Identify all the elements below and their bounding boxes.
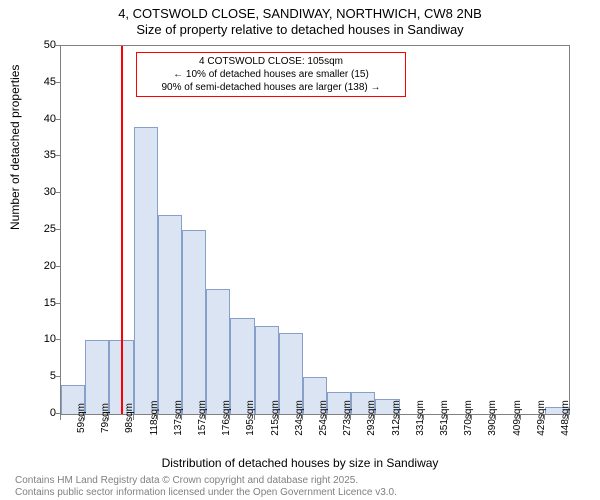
- x-tick-label: 195sqm: [245, 400, 256, 436]
- footer-line1: Contains HM Land Registry data © Crown c…: [15, 475, 358, 486]
- x-tick-label: 448sqm: [560, 400, 571, 436]
- y-tick: [55, 82, 60, 83]
- x-tick: [374, 415, 375, 420]
- x-tick-label: 157sqm: [197, 400, 208, 436]
- plot-area: 4 COTSWOLD CLOSE: 105sqm ← 10% of detach…: [60, 45, 570, 415]
- histogram-bar: [206, 289, 230, 414]
- x-tick-label: 176sqm: [221, 400, 232, 436]
- chart-title-line1: 4, COTSWOLD CLOSE, SANDIWAY, NORTHWICH, …: [0, 6, 600, 21]
- x-tick: [84, 415, 85, 420]
- histogram-bar: [182, 230, 206, 414]
- x-tick-label: 79sqm: [100, 403, 111, 433]
- y-tick: [55, 339, 60, 340]
- x-tick: [133, 415, 134, 420]
- annotation-line3: 90% of semi-detached houses are larger (…: [141, 81, 401, 94]
- annotation-box: 4 COTSWOLD CLOSE: 105sqm ← 10% of detach…: [136, 52, 406, 97]
- x-tick: [181, 415, 182, 420]
- x-tick: [495, 415, 496, 420]
- y-tick: [55, 45, 60, 46]
- footer-line2: Contains public sector information licen…: [15, 487, 397, 498]
- y-axis-label: Number of detached properties: [8, 65, 22, 230]
- x-tick: [60, 415, 61, 420]
- x-axis-label: Distribution of detached houses by size …: [0, 456, 600, 470]
- x-tick-label: 118sqm: [149, 401, 160, 436]
- y-tick: [55, 155, 60, 156]
- y-tick: [55, 303, 60, 304]
- x-tick: [544, 415, 545, 420]
- y-tick: [55, 266, 60, 267]
- y-tick: [55, 229, 60, 230]
- x-tick: [278, 415, 279, 420]
- chart-title-line2: Size of property relative to detached ho…: [0, 22, 600, 37]
- x-tick: [471, 415, 472, 420]
- y-tick: [55, 376, 60, 377]
- x-tick-label: 254sqm: [318, 400, 329, 436]
- x-tick: [302, 415, 303, 420]
- x-tick-label: 370sqm: [463, 400, 474, 436]
- x-tick-label: 137sqm: [173, 400, 184, 436]
- x-tick: [229, 415, 230, 420]
- histogram-bar: [134, 127, 158, 414]
- x-tick: [423, 415, 424, 420]
- x-tick-label: 98sqm: [124, 403, 135, 433]
- x-tick: [157, 415, 158, 420]
- x-tick: [350, 415, 351, 420]
- annotation-line2: ← 10% of detached houses are smaller (15…: [141, 68, 401, 81]
- x-tick: [326, 415, 327, 420]
- y-tick: [55, 119, 60, 120]
- histogram-bar: [158, 215, 182, 414]
- histogram-chart: 4, COTSWOLD CLOSE, SANDIWAY, NORTHWICH, …: [0, 0, 600, 500]
- annotation-line1: 4 COTSWOLD CLOSE: 105sqm: [141, 55, 401, 68]
- x-tick-label: 409sqm: [512, 400, 523, 436]
- x-tick: [399, 415, 400, 420]
- x-tick: [568, 415, 569, 420]
- x-tick-label: 293sqm: [366, 400, 377, 436]
- reference-vline: [121, 46, 123, 414]
- x-tick-label: 390sqm: [487, 400, 498, 436]
- y-tick: [55, 413, 60, 414]
- x-tick: [108, 415, 109, 420]
- x-tick-label: 312sqm: [391, 400, 402, 436]
- x-tick: [254, 415, 255, 420]
- x-tick-label: 234sqm: [294, 400, 305, 436]
- x-tick-label: 273sqm: [342, 400, 353, 436]
- x-tick: [447, 415, 448, 420]
- y-tick: [55, 192, 60, 193]
- x-tick-label: 331sqm: [415, 400, 426, 436]
- x-tick-label: 59sqm: [76, 403, 87, 433]
- x-tick: [520, 415, 521, 420]
- x-tick-label: 429sqm: [536, 400, 547, 436]
- x-tick-label: 215sqm: [270, 400, 281, 436]
- x-tick-label: 351sqm: [439, 400, 450, 436]
- x-tick: [205, 415, 206, 420]
